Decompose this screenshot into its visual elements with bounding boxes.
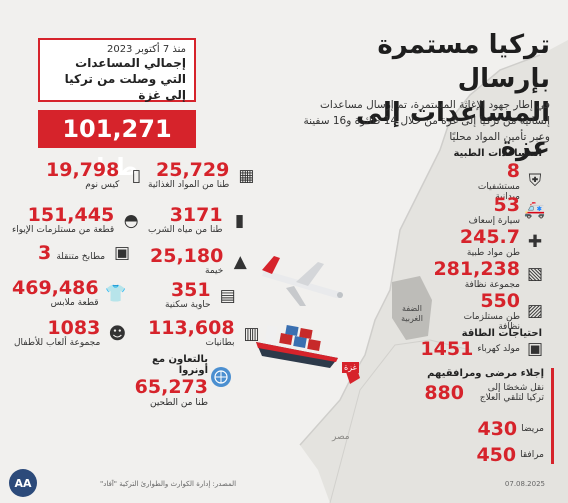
stat-containers: 351 حاوية سكنية ▤: [165, 280, 239, 311]
mobile-kitchen-icon: ▣: [114, 243, 131, 263]
gaza-label: غزة: [342, 362, 359, 373]
clothes-icon: 👕: [104, 283, 127, 304]
medical-item-hygiene-kits: ▧ 281,238 مجموعة نظافة: [433, 258, 546, 290]
medical-item-cleaning: ▨ 550 طن مستلزمات نظافة: [450, 290, 546, 332]
hygiene-kit-icon: ▧: [526, 264, 544, 284]
ship-illustration: [256, 325, 338, 368]
total-tonnage: 101,271 طنا: [38, 110, 196, 181]
land-mass: [300, 0, 568, 503]
egypt-label: مصر: [332, 432, 350, 442]
border-lines: [329, 339, 471, 503]
shelter-supplies-icon: ◓: [123, 210, 139, 231]
evac-transferred: نقل شخصًا إلى تركيا لتلقي العلاج 880: [424, 382, 544, 404]
footer: المصدر: إدارة الكوارث والطوارئ التركية "…: [100, 480, 545, 488]
evac-companions: مرافقا 450: [476, 444, 544, 466]
medical-heading: المساعدات الطبية: [453, 148, 542, 159]
water-bottle-icon: ▮: [234, 210, 245, 231]
west-bank-region: [392, 276, 432, 340]
generator-icon: ▣: [526, 339, 544, 359]
energy-heading: احتياجات الطاقة: [461, 328, 542, 339]
evac-heading: إجلاء مرضى ومرافقيهم: [427, 368, 544, 379]
toys-icon: ☻: [108, 323, 127, 344]
medical-item-hospitals: ⛨ 8 مستشفيات ميدانية: [460, 160, 546, 202]
ambulance-icon: 🚑: [524, 200, 546, 220]
sleeping-bag-icon: ▯: [131, 165, 141, 186]
tent-icon: ▲: [233, 251, 247, 272]
evac-marker: [551, 368, 554, 464]
footer-date: 07.08.2025: [504, 480, 545, 488]
cleaning-supplies-icon: ▨: [526, 301, 544, 321]
evac-patients: مريضا 430: [477, 418, 544, 440]
page-title: تركيا مستمرة بإرسال المساعدات إلى غزة: [355, 30, 550, 162]
stat-clothes: 469,486 قطعة ملابس 👕: [12, 277, 127, 308]
stat-water: 3171 طنا من مياه الشرب ▮: [148, 205, 251, 236]
stat-mobile-kitchens: مطابخ متنقلة 3 ▣: [38, 242, 133, 264]
hospital-icon: ⛨: [528, 171, 542, 191]
plane-illustration: [262, 256, 343, 306]
medical-supplies-icon: ✚: [527, 232, 543, 252]
summary-since: منذ 7 أكتوبر 2023: [106, 44, 186, 55]
footer-source: المصدر: إدارة الكوارث والطوارئ التركية "…: [100, 480, 237, 488]
svg-text:AA: AA: [14, 477, 32, 490]
summary-heading: إجمالي المساعدات التي وصلت من تركيا إلى …: [64, 56, 186, 102]
stat-blankets: 113,608 بطانيات ▥: [148, 318, 263, 349]
container-icon: ▤: [219, 285, 236, 306]
blanket-icon: ▥: [243, 323, 260, 344]
unrwa-icon: [211, 367, 231, 387]
energy-generators: ▣ مولد كهرباء 1451: [420, 338, 546, 360]
stat-food: 25,729 طنا من المواد الغذائية ▦: [148, 160, 257, 191]
stat-toys: 1083 مجموعة ألعاب للأطفال ☻: [14, 318, 128, 349]
stat-shelter-supplies: 151,445 قطعة من مستلزمات الإيواء ◓: [12, 205, 142, 236]
west-bank-label: الضفة الغربية: [401, 304, 423, 323]
stat-tents: 25,180 خيمة ▲: [150, 246, 251, 277]
unrwa-heading: بالتعاون مع أونروا: [151, 354, 208, 376]
intro-text: في إطار جهود الإغاثة المستمرة، تم إرسال …: [303, 99, 550, 143]
summary-box: منذ 7 أكتوبر 2023 إجمالي المساعدات التي …: [38, 38, 196, 102]
aa-logo-icon: AA: [9, 469, 37, 497]
unrwa-label: طنا من الطحين: [149, 398, 208, 408]
unrwa-value: 65,273: [134, 376, 208, 398]
medical-item-ambulances: 🚑 53 سيارة إسعاف: [468, 194, 546, 226]
food-icon: ▦: [238, 165, 255, 186]
stat-sleeping-bags: 19,798 كيس نوم ▯: [46, 160, 147, 191]
unrwa-section: بالتعاون مع أونروا 65,273 طنا من الطحين: [128, 354, 208, 408]
medical-item-supplies: ✚ 245.7 طن مواد طبية: [460, 226, 546, 258]
